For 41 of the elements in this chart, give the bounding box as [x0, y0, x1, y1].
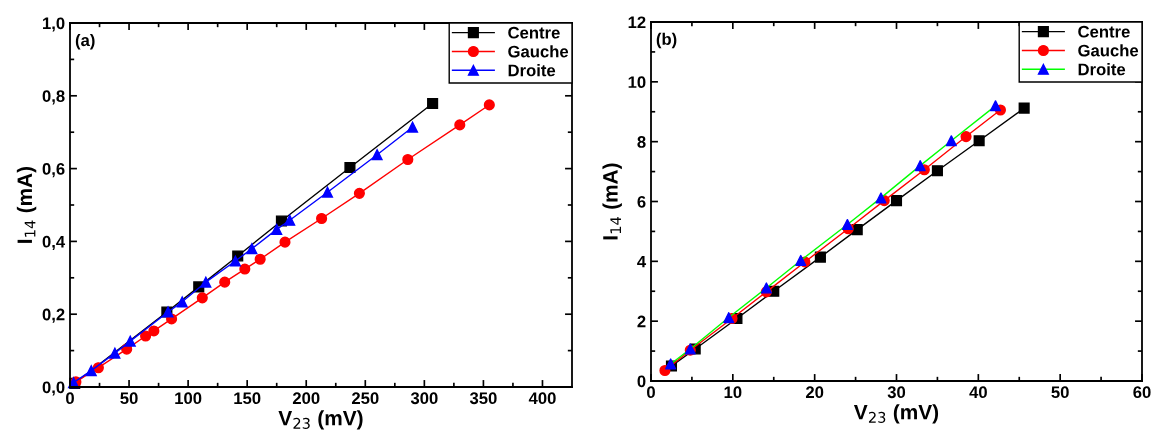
y-axis-title: I$_{14}$ (mA) — [16, 166, 37, 243]
annotation: (b) — [656, 32, 677, 49]
legend-label: Droite — [1078, 63, 1126, 76]
x-tick-label: 30 — [887, 386, 906, 399]
x-tick-label: 60 — [1133, 386, 1151, 399]
y-tick-label: 0,0 — [42, 381, 65, 396]
x-tick-label: 0 — [647, 386, 655, 399]
x-tick-label: 0 — [66, 392, 74, 405]
y-tick-label: 0,6 — [42, 163, 65, 178]
y-tick-label: 1,0 — [43, 17, 65, 32]
legend-label: Centre — [508, 26, 560, 39]
y-tick-label: 0,4 — [42, 235, 66, 251]
y-tick-label: 2 — [637, 315, 646, 328]
x-tick-label: 50 — [120, 392, 138, 405]
y-tick-label: 12 — [628, 16, 646, 29]
y-tick-label: 0 — [637, 375, 646, 388]
legend-label: Gauche — [1078, 44, 1139, 57]
annotation: (a) — [75, 33, 95, 50]
y-axis-title: I$_{14}$ (mA) — [602, 163, 622, 240]
y-tick-label: 0,8 — [42, 90, 65, 105]
x-tick-label: 250 — [351, 392, 379, 405]
y-tick-label: 4 — [637, 255, 647, 268]
x-tick-label: 300 — [410, 392, 438, 405]
x-tick-label: 20 — [805, 386, 824, 399]
x-axis-title: V$_{23}$ (mV) — [278, 410, 363, 430]
x-tick-label: 50 — [1051, 386, 1069, 399]
x-tick-label: 350 — [469, 392, 497, 405]
x-tick-label: 40 — [969, 386, 987, 399]
legend-label: Droite — [508, 64, 556, 77]
x-tick-label: 10 — [724, 386, 742, 399]
y-tick-label: 6 — [637, 195, 646, 208]
legend-label: Gauche — [508, 45, 569, 58]
x-tick-label: 100 — [175, 392, 202, 405]
x-tick-label: 200 — [292, 392, 320, 405]
legend-label: Centre — [1078, 25, 1130, 38]
y-tick-label: 0,2 — [42, 308, 65, 323]
x-tick-label: 150 — [234, 392, 261, 405]
y-tick-label: 8 — [637, 136, 646, 148]
x-tick-label: 400 — [528, 392, 556, 405]
x-axis-title: V$_{23}$ (mV) — [853, 404, 939, 424]
y-tick-label: 10 — [628, 76, 646, 89]
